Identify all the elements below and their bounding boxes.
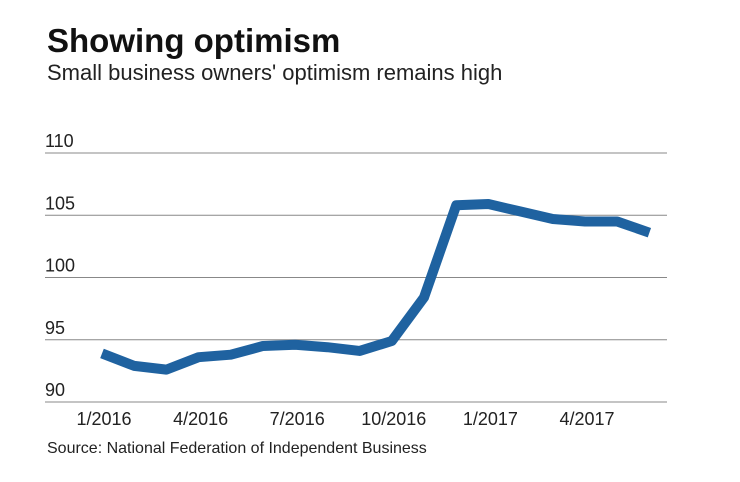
x-tick-label: 4/2016: [173, 409, 228, 429]
y-tick-label: 100: [45, 256, 75, 276]
chart-subtitle: Small business owners' optimism remains …: [47, 60, 503, 85]
x-tick-label: 7/2016: [270, 409, 325, 429]
series-line: [100, 199, 652, 375]
x-tick-label: 10/2016: [361, 409, 426, 429]
x-tick-label: 1/2016: [76, 409, 131, 429]
y-tick-label: 95: [45, 318, 65, 338]
y-tick-label: 90: [45, 380, 65, 400]
chart-title: Showing optimism: [47, 22, 341, 59]
y-tick-label: 105: [45, 193, 75, 213]
y-tick-label: 110: [45, 131, 74, 151]
source-note: Source: National Federation of Independe…: [47, 440, 427, 457]
x-tick-label: 1/2017: [463, 409, 518, 429]
x-tick-label: 4/2017: [559, 409, 614, 429]
